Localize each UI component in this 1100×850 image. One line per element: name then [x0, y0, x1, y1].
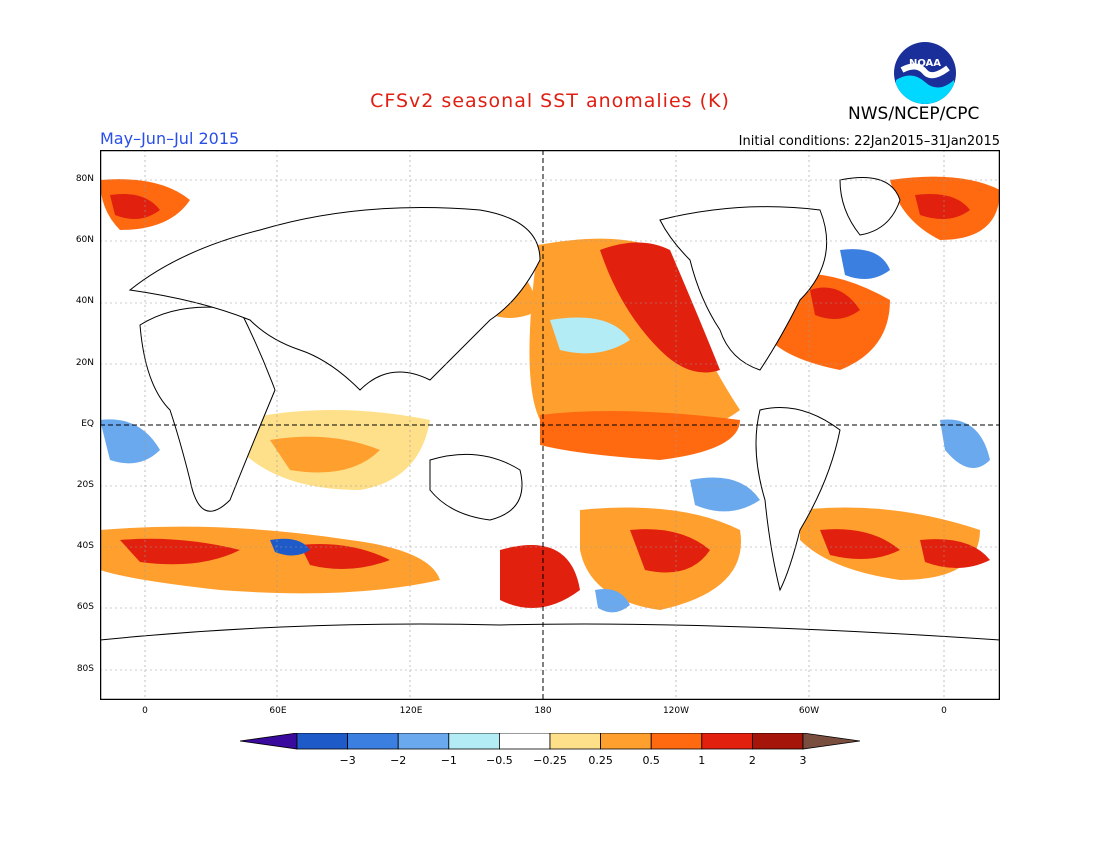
- greenland: [839, 177, 901, 236]
- map-frame: [100, 150, 1000, 700]
- lat-label: 80S: [76, 664, 94, 674]
- colorbar-label: −2: [390, 754, 406, 767]
- lat-label: 60N: [75, 235, 94, 245]
- colorbar-label: 3: [800, 754, 807, 767]
- colorbar-box: [549, 733, 601, 750]
- colorbar-label: 2: [749, 754, 756, 767]
- lon-label: 60W: [798, 706, 820, 716]
- colorbar-box: [347, 733, 399, 750]
- colorbar: −3 −2 −1 −0.5 −0.25 0.25 0.5 1 2 3: [240, 733, 860, 767]
- lon-label: 0: [142, 706, 148, 716]
- svg-text:NOAA: NOAA: [909, 58, 941, 69]
- lon-label: 0: [941, 706, 947, 716]
- colorbar-box: [600, 733, 652, 750]
- lat-label: 40N: [75, 296, 94, 306]
- continents: [100, 177, 1000, 700]
- colorbar-label: −0.25: [533, 754, 567, 767]
- colorbar-label: 0.5: [642, 754, 660, 767]
- eurasia: [128, 207, 541, 391]
- lon-label: 120E: [399, 706, 423, 716]
- noaa-logo: NOAA: [894, 42, 956, 105]
- forecast-period: May–Jun–Jul 2015: [100, 129, 240, 148]
- colorbar-box: [650, 733, 703, 750]
- colorbar-label: −3: [339, 754, 355, 767]
- colorbar-under-arrow: [240, 733, 298, 750]
- cool-southeast-atlantic-west: [100, 419, 160, 464]
- initial-conditions: Initial conditions: 22Jan2015–31Jan2015: [738, 134, 1000, 149]
- lat-label: 80N: [75, 174, 94, 184]
- hot-south-of-nz: [500, 545, 580, 608]
- colorbar-label: 0.25: [588, 754, 613, 767]
- colorbar-label: 1: [698, 754, 705, 767]
- lon-label: 180: [534, 706, 552, 716]
- lat-label: 20N: [75, 358, 94, 368]
- colorbar-label: −0.5: [486, 754, 513, 767]
- warm-north-pacific: [529, 238, 740, 450]
- colorbar-box: [498, 733, 551, 750]
- org-name: NWS/NCEP/CPC: [848, 104, 980, 124]
- colorbar-box: [296, 733, 348, 750]
- colorbar-label: −1: [441, 754, 457, 767]
- lat-label: 40S: [76, 541, 94, 551]
- colorbar-box: [397, 733, 450, 750]
- lat-label: EQ: [81, 419, 94, 429]
- cool-labrador-sea: [840, 249, 890, 279]
- colorbar-box: [752, 733, 804, 750]
- lat-label: 60S: [76, 602, 94, 612]
- lon-label: 60E: [269, 706, 287, 716]
- cool-southeast-atlantic-east: [940, 419, 990, 468]
- sst-anomaly-map: [100, 150, 1000, 700]
- north-america: [659, 206, 828, 371]
- colorbar-box: [701, 733, 753, 750]
- antarctica: [100, 623, 1000, 700]
- lon-label: 120W: [662, 706, 690, 716]
- cool-central-north-pacific: [550, 317, 630, 354]
- australia: [429, 453, 523, 521]
- warm-equatorial-pacific: [540, 411, 740, 460]
- hot-northeast-pacific: [600, 242, 720, 373]
- chart-title: CFSv2 seasonal SST anomalies (K): [370, 90, 730, 112]
- lat-label: 20S: [76, 480, 94, 490]
- graticule: [100, 150, 1000, 700]
- south-america: [755, 407, 841, 592]
- colorbar-over-arrow: [802, 733, 860, 750]
- cool-southeast-pacific: [690, 477, 760, 512]
- colorbar-box: [448, 733, 500, 750]
